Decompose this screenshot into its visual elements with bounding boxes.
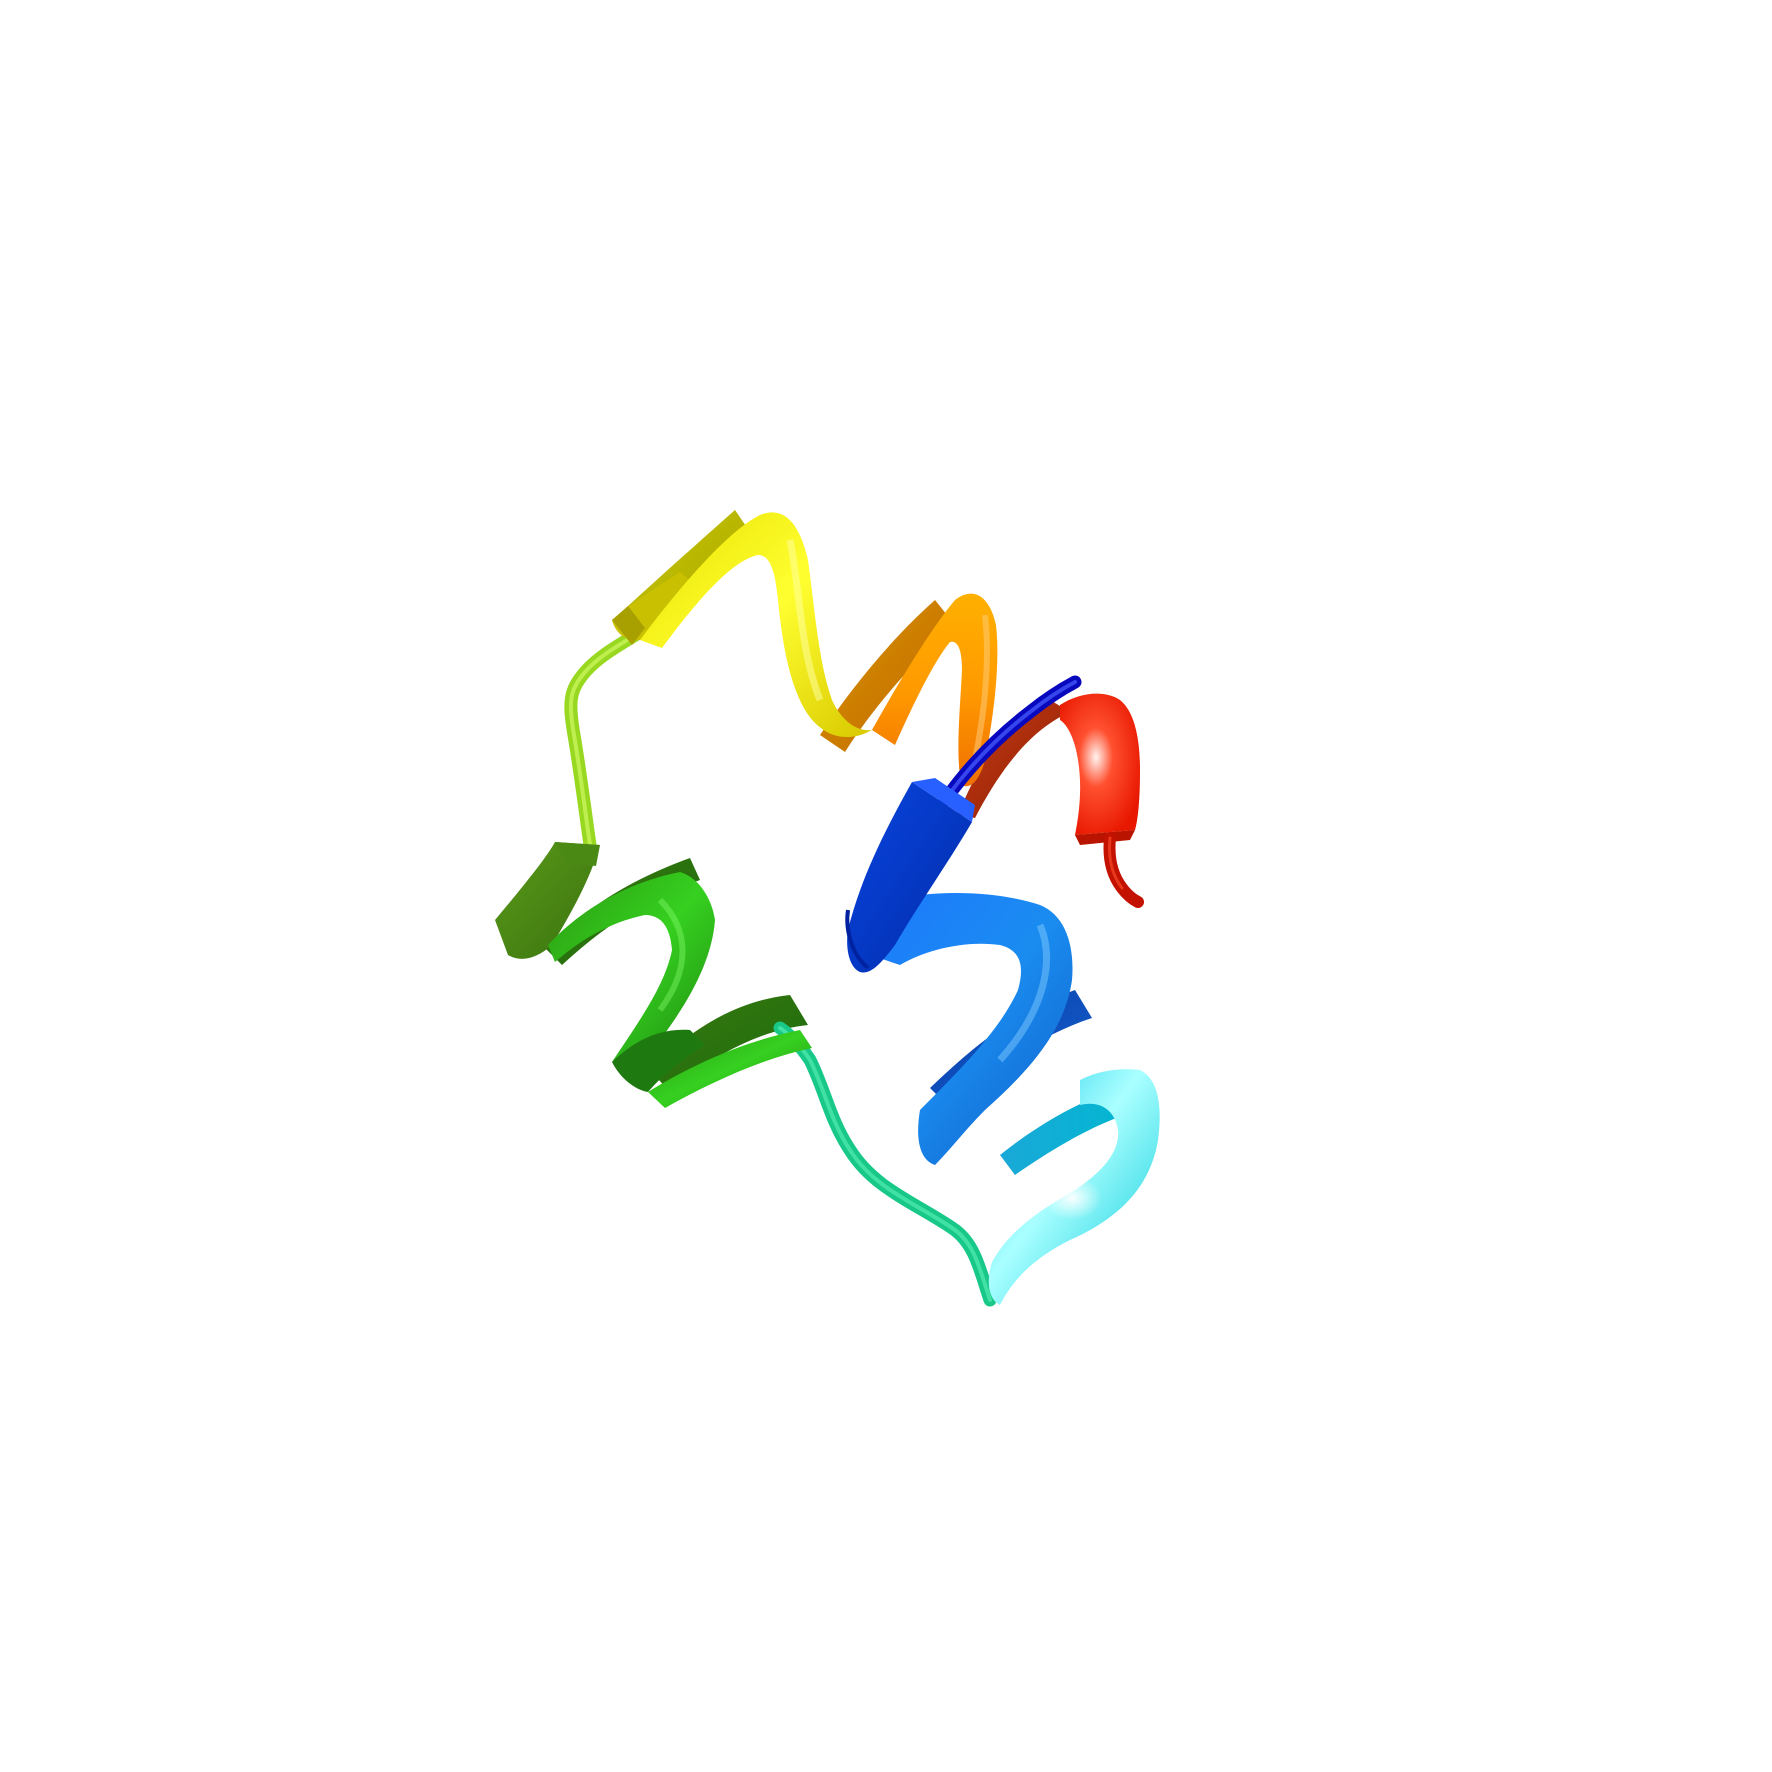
c-terminus-back-arc xyxy=(958,700,1070,818)
helix-1-front-ribbon-cyan xyxy=(988,1069,1160,1305)
helix-3-front-ribbon-yellow xyxy=(640,512,872,738)
c-terminus-ribbon xyxy=(1060,693,1140,835)
helix-3-back-strip-orange xyxy=(820,600,955,752)
helix-1-n-cap xyxy=(847,782,972,973)
helix-2-front-ribbon-1 xyxy=(548,872,715,1066)
helix-2-front-ribbon-2 xyxy=(612,1029,705,1092)
helix-3-front-ribbon-orange xyxy=(872,593,998,787)
loop-2-coil xyxy=(564,625,647,852)
helix-2-back-strip-lower xyxy=(650,995,808,1090)
helix-2-n-cap xyxy=(495,842,600,959)
